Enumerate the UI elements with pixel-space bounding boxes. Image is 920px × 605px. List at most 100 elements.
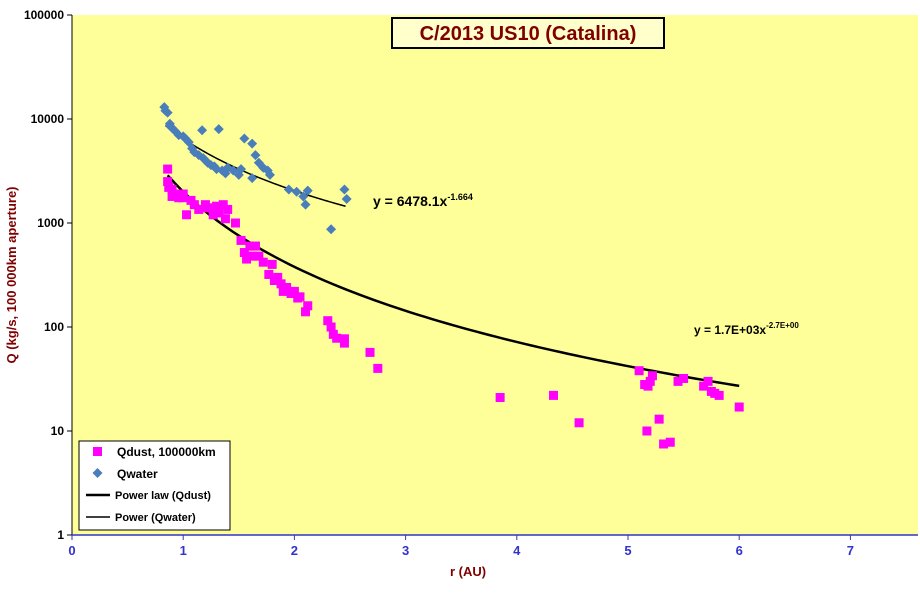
x-axis-ticks: 0 1 2 3 4 5 6 7 [68,535,854,558]
y-tick-label: 100000 [24,8,64,22]
qdust-point [303,301,313,311]
qdust-point [214,208,224,218]
qdust-point [643,381,653,391]
qdust-point [254,251,264,261]
qdust-point [574,418,584,428]
svg-text:y = 1.7E+03x-2.7E+00: y = 1.7E+03x-2.7E+00 [694,321,799,337]
qdust-point [647,371,657,381]
qwater-point [300,199,311,210]
qdust-point [495,392,505,402]
x-tick-label: 6 [736,543,743,558]
x-tick-label: 5 [624,543,631,558]
qwater-point [291,186,302,197]
y-axis-label: Q (kg/s, 100 000km aperture) [4,186,19,363]
qwater-point [250,150,261,161]
y-axis-ticks: 1 10 100 1000 10000 100000 [24,8,72,542]
trendline-equation-qwater: y = 6478.1x-1.664 [373,192,473,209]
qdust-point [642,426,652,436]
qdust-point [208,210,218,220]
qdust-point [699,381,709,391]
legend-marker-qwater [92,468,103,478]
qwater-point [298,191,309,202]
svg-text:y = 6478.1x-1.664: y = 6478.1x-1.664 [373,192,473,209]
qdust-point [289,286,299,296]
legend-label-qwater-fit: Power (Qwater) [115,512,196,524]
qdust-point [250,241,260,251]
legend-label-qdust-fit: Power law (Qdust) [115,490,211,502]
qdust-point [295,292,305,302]
qdust-point [679,373,689,383]
x-tick-label: 0 [68,543,75,558]
qdust-point [245,241,255,251]
qdust-point [326,322,336,332]
qdust-point [673,376,683,386]
qdust-point [178,193,188,203]
qdust-point [654,414,664,424]
x-axis-label: r (AU) [450,564,486,579]
qdust-point [223,204,233,214]
qdust-point [659,439,669,449]
qwater-point [326,224,337,235]
legend-box [78,440,231,531]
qdust-point [239,248,249,258]
qdust-point [734,402,744,412]
qwater-point [239,133,250,144]
qdust-point [163,177,173,187]
x-tick-label: 7 [847,543,854,558]
trendline-equation-qdust-base: y = 1.7E+03x [694,323,766,337]
trendline-equation-qdust-exponent: -2.7E+00 [766,321,799,330]
qdust-point [645,376,655,386]
y-tick-label: 100 [44,320,64,334]
chart-title-box: C/2013 US10 (Catalina) [391,17,665,49]
qdust-point [194,204,204,214]
qdust-point [332,333,342,343]
qwater-point [162,107,173,118]
qdust-point [548,390,558,400]
qwater-point [167,122,178,133]
qdust-point [242,254,252,264]
qdust-point [182,210,192,220]
y-tick-label: 1 [57,528,64,542]
qwater-point [302,185,313,196]
trendline-equation-qwater-exponent: -1.664 [447,192,473,202]
y-tick-label: 10000 [31,112,65,126]
qdust-point [301,307,311,317]
qwater-point [213,124,224,135]
qdust-point [230,218,240,228]
legend-label-qwater: Qwater [117,467,158,481]
qwater-point [228,165,239,176]
qwater-point [264,169,275,180]
qdust-point [273,272,283,282]
legend: Qdust, 100000km Qwater Power law (Qdust)… [78,440,231,531]
qdust-point [634,366,644,376]
qwater-point [247,138,258,149]
qdust-point [703,376,713,386]
legend-marker-qdust [93,447,102,456]
trendline-equation-qdust: y = 1.7E+03x-2.7E+00 [694,321,799,337]
trendline-equation-qwater-base: y = 6478.1x [373,193,448,209]
y-tick-label: 1000 [37,216,64,230]
qdust-point [665,437,675,447]
qdust-point [163,164,173,174]
x-tick-label: 1 [180,543,187,558]
y-tick-label: 10 [51,424,65,438]
qdust-point [373,363,383,373]
trendline-qwater [164,124,346,207]
qdust-point [218,200,228,210]
qwater-point [236,164,247,175]
qdust-point [258,257,268,267]
qdust-point [714,390,724,400]
marks-layer [159,102,744,449]
qdust-point [339,334,349,344]
chart-title: C/2013 US10 (Catalina) [420,23,637,45]
qdust-point [220,214,230,224]
qwater-point [197,125,208,136]
legend-label-qdust: Qdust, 100000km [117,445,216,459]
qwater-point [283,184,294,195]
qdust-point [282,282,292,292]
qdust-point [167,184,177,194]
qdust-point [267,259,277,269]
qdust-point [212,201,222,211]
